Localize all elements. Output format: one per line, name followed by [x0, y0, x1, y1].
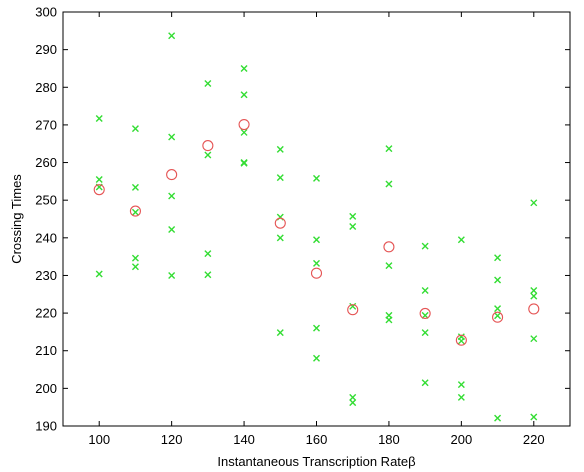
- cross-marker: [204, 151, 212, 159]
- circle-marker: [455, 334, 467, 346]
- cross-marker: [276, 329, 284, 337]
- y-tick-label: 190: [35, 419, 57, 434]
- cross-marker: [349, 212, 357, 220]
- cross-marker: [494, 254, 502, 262]
- x-tick-label: 100: [88, 432, 110, 447]
- y-axis-label: Crossing Times: [9, 174, 24, 264]
- y-tick-label: 270: [35, 117, 57, 132]
- cross-marker: [421, 311, 429, 319]
- cross-marker: [168, 192, 176, 200]
- cross-marker: [385, 180, 393, 188]
- x-tick-label: 200: [451, 432, 473, 447]
- cross-marker: [494, 305, 502, 313]
- circle-marker: [347, 304, 359, 316]
- plot-area: [62, 11, 571, 427]
- y-tick-label: 240: [35, 230, 57, 245]
- circle-marker: [166, 169, 178, 181]
- cross-marker: [494, 414, 502, 422]
- cross-marker: [457, 337, 465, 345]
- cross-marker: [95, 175, 103, 183]
- x-tick-label: 140: [233, 432, 255, 447]
- circle-marker: [129, 205, 141, 217]
- cross-marker: [95, 270, 103, 278]
- y-tick-label: 280: [35, 80, 57, 95]
- cross-marker: [131, 125, 139, 133]
- cross-marker: [204, 271, 212, 279]
- cross-marker: [457, 236, 465, 244]
- cross-marker: [385, 262, 393, 270]
- cross-marker: [95, 115, 103, 123]
- cross-marker: [421, 242, 429, 250]
- cross-marker: [421, 287, 429, 295]
- cross-marker: [313, 174, 320, 182]
- cross-marker: [276, 234, 284, 242]
- cross-marker: [494, 276, 502, 284]
- x-tick-label: 180: [378, 432, 400, 447]
- cross-marker: [421, 329, 429, 337]
- cross-marker: [168, 226, 176, 234]
- circle-marker: [528, 303, 540, 315]
- x-tick-label: 160: [306, 432, 328, 447]
- x-tick-label: 220: [523, 432, 545, 447]
- cross-marker: [385, 145, 393, 153]
- y-tick-label: 300: [35, 5, 57, 20]
- y-tick-label: 250: [35, 193, 57, 208]
- y-tick-label: 210: [35, 343, 57, 358]
- cross-marker: [131, 263, 139, 271]
- circle-marker: [202, 140, 214, 152]
- y-tick-label: 200: [35, 381, 57, 396]
- circle-marker: [492, 311, 504, 323]
- cross-marker: [240, 128, 248, 136]
- cross-marker: [457, 393, 465, 401]
- cross-marker: [240, 64, 248, 72]
- cross-marker: [313, 259, 320, 267]
- cross-marker: [240, 91, 248, 99]
- cross-marker: [313, 236, 320, 244]
- cross-marker: [349, 393, 357, 401]
- data-marks: [93, 32, 540, 422]
- circle-marker: [383, 241, 395, 253]
- x-axis-label: Instantaneous Transcription Rateβ: [217, 454, 415, 469]
- circle-marker: [310, 267, 323, 279]
- x-axis: 100 120 140 160 180 200 220: [88, 12, 545, 447]
- cross-marker: [313, 324, 320, 332]
- cross-marker: [530, 292, 538, 300]
- cross-marker: [168, 32, 176, 40]
- cross-marker: [530, 287, 538, 295]
- x-tick-label: 120: [161, 432, 183, 447]
- cross-marker: [530, 335, 538, 343]
- cross-marker: [530, 199, 538, 207]
- circle-marker: [419, 307, 431, 320]
- y-tick-label: 220: [35, 306, 57, 321]
- cross-marker: [168, 271, 176, 279]
- cross-marker: [349, 223, 357, 231]
- cross-marker: [494, 312, 502, 320]
- circle-marker: [274, 217, 286, 229]
- cross-marker: [131, 183, 139, 191]
- y-axis: 190 200 210 220 230 240 250 260 270 280 290 300: [35, 5, 570, 434]
- cross-marker: [421, 379, 429, 387]
- y-tick-label: 230: [35, 268, 57, 283]
- cross-marker: [276, 174, 284, 182]
- cross-marker: [457, 381, 465, 389]
- cross-marker: [131, 208, 139, 216]
- cross-marker: [240, 159, 248, 167]
- cross-marker: [349, 399, 357, 407]
- circle-marker: [93, 184, 105, 196]
- cross-marker: [385, 316, 393, 324]
- cross-marker: [168, 133, 176, 141]
- cross-marker: [276, 145, 284, 153]
- cross-marker: [313, 354, 320, 362]
- cross-marker: [131, 254, 139, 262]
- y-tick-label: 290: [35, 42, 57, 57]
- cross-marker: [204, 80, 212, 88]
- cross-marker: [349, 302, 357, 310]
- y-tick-label: 260: [35, 155, 57, 170]
- cross-marker: [530, 413, 538, 421]
- cross-marker: [204, 250, 212, 258]
- circle-marker: [238, 118, 250, 131]
